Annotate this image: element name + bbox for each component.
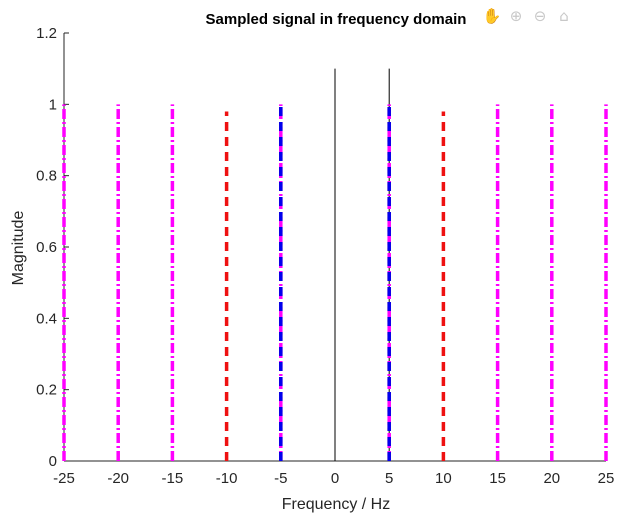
x-tick-label: 15 [489,470,506,487]
y-tick-label: 0.4 [36,310,57,327]
pan-icon[interactable]: ✋ [482,7,502,25]
y-axis-label: Magnitude [10,211,27,286]
x-axis-label: Frequency / Hz [282,496,390,513]
x-tick-label: 5 [385,470,393,487]
x-tick-label: -15 [162,470,184,487]
x-tick-label: -20 [107,470,129,487]
stems [62,68,608,461]
x-tick-label: -10 [216,470,238,487]
y-tick-label: 1 [49,96,57,113]
x-tick-label: 0 [331,470,339,487]
y-tick-label: 0.2 [36,382,57,399]
y-tick-label: 0.6 [36,239,57,256]
home-icon[interactable]: ⌂ [559,7,569,25]
zoom-in-icon[interactable]: ⊕ [509,7,523,25]
axes-toolbar: ✋ ⊕ ⊖ ⌂ [482,6,574,26]
y-tick-label: 0.8 [36,168,57,185]
y-tick-label: 1.2 [36,25,57,42]
y-tick-label: 0 [49,453,57,470]
x-tick-label: 25 [598,470,615,487]
x-tick-label: -5 [274,470,287,487]
zoom-out-icon[interactable]: ⊖ [533,7,547,25]
x-tick-label: -25 [53,470,75,487]
x-tick-label: 10 [435,470,452,487]
axes[interactable]: -25 -20 -15 -10 -5 0 5 10 15 20 25 0 0.2 0.4 0.6 0.8 1 1.… [36,25,614,487]
x-tick-label: 20 [543,470,560,487]
chart-title: Sampled signal in frequency domain [206,11,467,28]
